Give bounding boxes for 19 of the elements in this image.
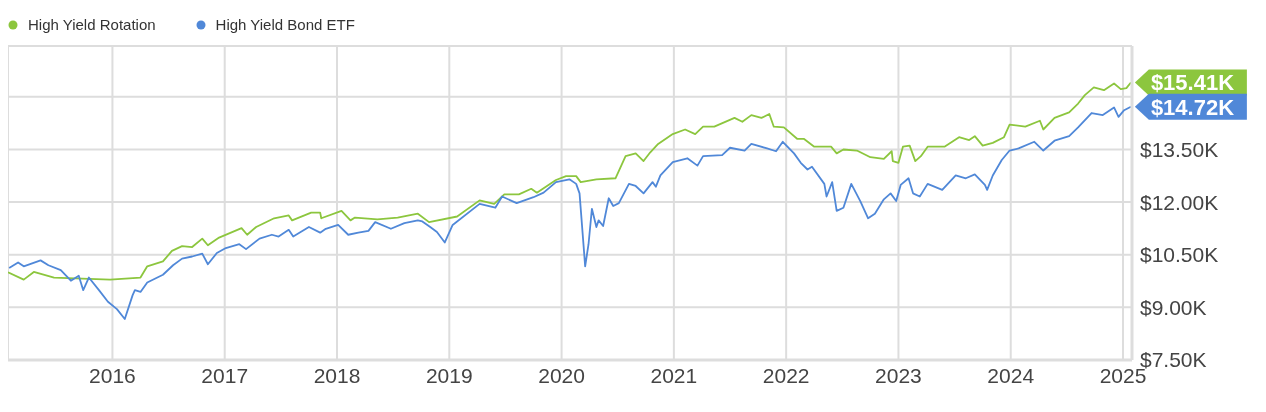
x-tick-label: 2022 xyxy=(762,363,810,387)
legend-label: High Yield Bond ETF xyxy=(215,16,355,33)
y-tick-label: $10.50K xyxy=(1140,243,1219,267)
x-tick-label: 2023 xyxy=(875,363,922,387)
x-tick-label: 2024 xyxy=(987,363,1035,387)
y-tick-label: $13.50K xyxy=(1140,137,1219,161)
x-tick-label: 2019 xyxy=(425,363,473,387)
x-tick-label: 2018 xyxy=(313,363,361,387)
y-tick-label: $12.00K xyxy=(1140,190,1219,214)
x-tick-label: 2020 xyxy=(538,363,585,387)
x-tick-label: 2021 xyxy=(650,363,698,387)
legend-label: High Yield Rotation xyxy=(28,16,156,33)
line-series xyxy=(8,81,1132,281)
x-tick-label: 2016 xyxy=(89,363,136,387)
y-tick-label: $9.00K xyxy=(1140,295,1207,319)
line-series xyxy=(8,105,1132,320)
data-label: $14.72K xyxy=(1150,94,1235,120)
x-tick-label: 2017 xyxy=(201,363,249,387)
data-label: $15.41K xyxy=(1150,70,1235,96)
